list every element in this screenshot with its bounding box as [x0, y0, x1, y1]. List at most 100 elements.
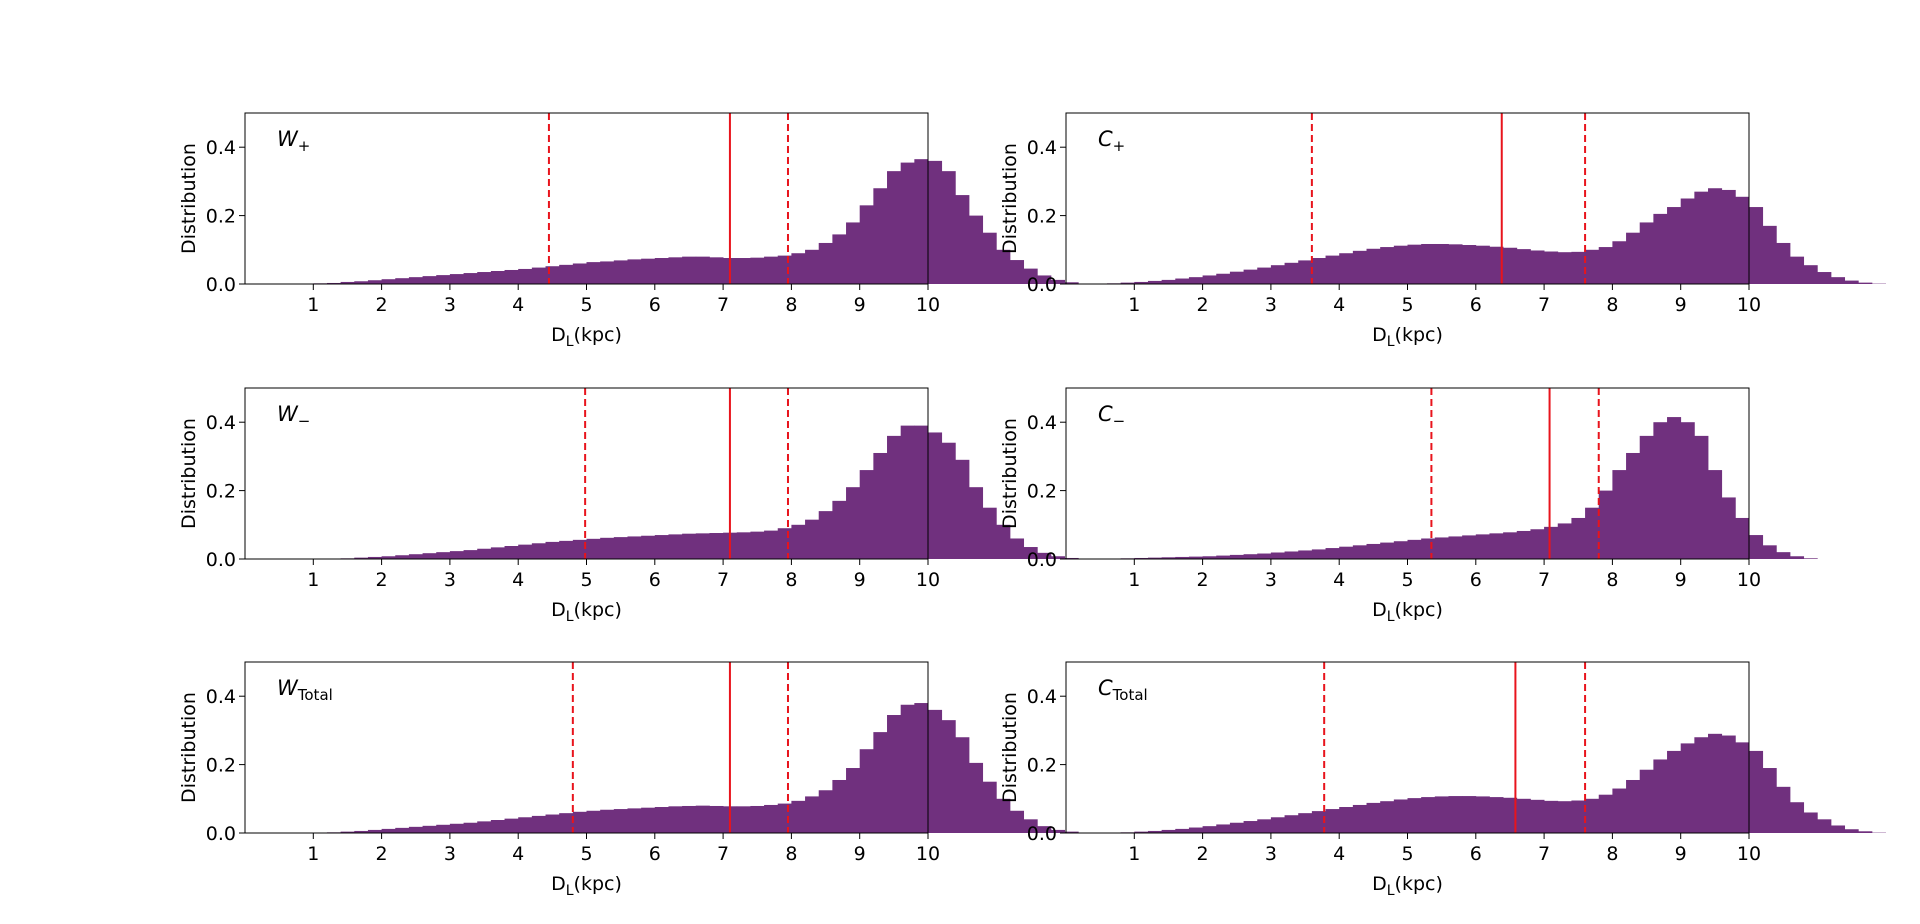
y-tick-label: 0.4: [1027, 686, 1057, 708]
x-tick-label: 8: [785, 843, 797, 865]
histogram-bar: [1612, 241, 1627, 284]
histogram-bar: [1830, 825, 1846, 833]
x-axis-title-sub: L: [566, 883, 574, 899]
histogram-bar: [586, 538, 601, 559]
histogram-bar: [504, 269, 519, 284]
histogram-bar: [914, 159, 929, 284]
histogram-bar: [1407, 244, 1422, 284]
x-tick-label: 5: [580, 569, 592, 591]
histogram-bar: [1694, 191, 1709, 284]
histogram-bar: [1530, 250, 1545, 284]
histogram-bar: [1557, 801, 1572, 833]
y-tick-label: 0.4: [206, 412, 236, 434]
histogram-bar: [641, 535, 656, 559]
histogram-bar: [559, 264, 574, 284]
x-axis-title-rest: (kpc): [574, 324, 622, 346]
panel-label: W−: [277, 402, 310, 430]
histogram-bar: [1050, 829, 1065, 833]
histogram-bar: [1598, 247, 1613, 284]
histogram-bar: [900, 425, 915, 559]
histogram-bar: [559, 813, 574, 833]
histogram-bar: [1571, 517, 1586, 559]
histogram-bar: [846, 222, 861, 284]
histogram-bar: [1380, 542, 1395, 559]
panel-label-main: C: [1098, 127, 1113, 151]
histogram-bar: [422, 825, 437, 833]
histogram-bar: [1721, 735, 1736, 833]
histogram-bar: [1229, 271, 1244, 284]
panel-label-sub: +: [298, 137, 311, 155]
histogram-bar: [1735, 196, 1750, 284]
histogram-bar: [395, 827, 410, 833]
x-tick-label: 10: [916, 843, 940, 865]
y-tick-label: 0.4: [1027, 137, 1057, 159]
x-tick-label: 7: [717, 843, 729, 865]
y-tick-label: 0.0: [1027, 274, 1057, 296]
histogram-bars: [313, 703, 1093, 833]
x-tick-label: 8: [1606, 294, 1618, 316]
histogram-bar: [1050, 556, 1065, 559]
histogram-bar: [1653, 759, 1668, 833]
histogram-bar: [941, 720, 956, 833]
x-axis-title-sub: L: [566, 334, 574, 350]
histogram-bar: [1708, 188, 1723, 284]
histogram-bar: [1557, 252, 1572, 284]
histogram-bar: [1216, 824, 1231, 833]
histogram-bar: [1639, 435, 1654, 559]
histogram-bar: [1009, 810, 1025, 833]
histogram-bar: [1612, 788, 1627, 833]
histogram-bar: [490, 547, 505, 559]
histogram-bar: [381, 556, 396, 559]
histogram-bar: [996, 524, 1011, 559]
histogram-bar: [914, 425, 929, 559]
histogram-bar: [1749, 535, 1764, 559]
histogram-bar: [1858, 282, 1873, 284]
histogram-bar: [1339, 253, 1354, 284]
histogram-bar: [873, 452, 888, 559]
histogram-bar: [1557, 523, 1572, 559]
histogram-bar: [1352, 804, 1367, 833]
histogram-bar: [668, 534, 683, 559]
histogram-bar: [996, 798, 1011, 833]
histogram-bar: [1243, 821, 1258, 833]
histogram-bar: [1475, 534, 1490, 559]
histogram-bar: [1284, 815, 1299, 833]
y-tick-label: 0.2: [1027, 755, 1057, 777]
histogram-bar: [695, 533, 710, 559]
x-tick-label: 10: [1737, 569, 1761, 591]
histogram-bar: [1434, 537, 1449, 559]
x-axis-title-main: D: [1372, 873, 1387, 895]
histogram-bar: [1257, 819, 1272, 833]
histogram-bar: [1585, 798, 1600, 833]
histogram-bar: [1216, 273, 1231, 284]
panel-label-main: W: [277, 402, 299, 426]
histogram-bar: [1421, 797, 1436, 833]
histogram-bar: [1161, 279, 1176, 284]
x-axis-title: DL(kpc): [551, 873, 622, 899]
histogram-bar: [777, 528, 792, 559]
histogram-bar: [1530, 529, 1545, 559]
x-tick-label: 9: [854, 294, 866, 316]
histogram-bar: [1393, 541, 1408, 559]
x-tick-label: 5: [580, 843, 592, 865]
histogram-bar: [1188, 556, 1203, 559]
histogram-bar: [859, 205, 874, 284]
x-tick-label: 3: [1265, 843, 1277, 865]
x-axis-title: DL(kpc): [1372, 599, 1443, 625]
histogram-bar: [381, 828, 396, 833]
panel-label-sub: Total: [1112, 686, 1148, 704]
histogram-bar: [1844, 280, 1859, 284]
histogram-bar: [1721, 497, 1736, 559]
histogram-bar: [1064, 831, 1079, 833]
x-tick-label: 4: [512, 294, 524, 316]
x-axis-title-sub: L: [1387, 883, 1395, 899]
histogram-bar: [572, 539, 587, 559]
histogram-bar: [1817, 819, 1832, 833]
histogram-bar: [1544, 800, 1559, 833]
histogram-bar: [1639, 222, 1654, 284]
histogram-bar: [832, 234, 847, 284]
y-axis-title: Distribution: [178, 692, 200, 803]
histogram-bar: [1270, 817, 1285, 833]
panel-wtotal-chart: 1 2 3 4 5 6 7 8 9 10 0.0 0.2 0.4 DL(kpc) Distribution W…: [178, 661, 1093, 899]
histogram-bar: [1120, 282, 1135, 284]
